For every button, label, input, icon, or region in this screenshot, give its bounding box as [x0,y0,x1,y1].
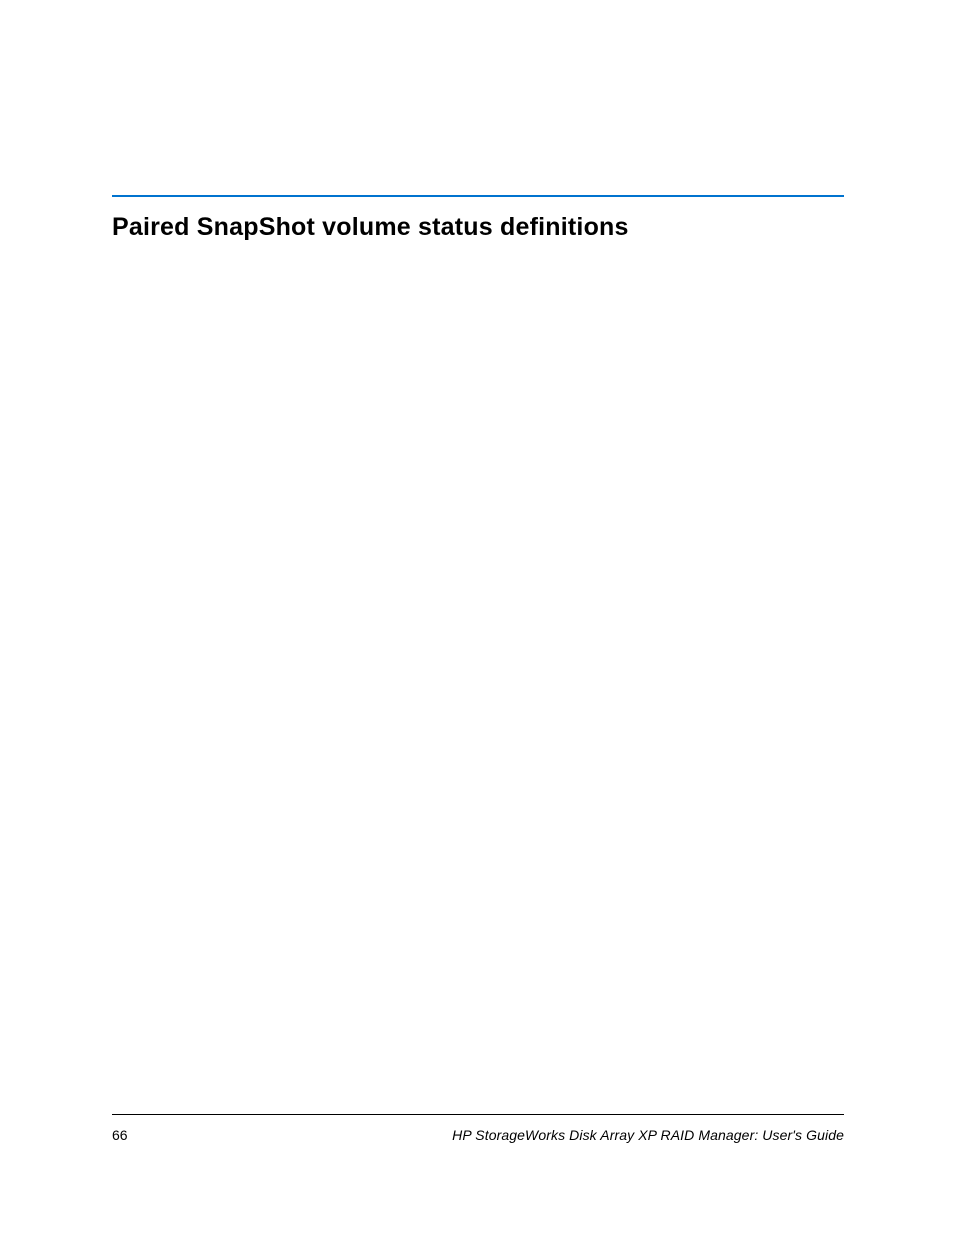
section-rule-top [112,195,844,197]
page-footer: 66 HP StorageWorks Disk Array XP RAID Ma… [112,1127,844,1143]
page-number: 66 [112,1127,128,1143]
page-container: Paired SnapShot volume status definition… [0,0,954,1235]
footer-rule [112,1114,844,1115]
section-heading: Paired SnapShot volume status definition… [112,213,844,242]
footer-title: HP StorageWorks Disk Array XP RAID Manag… [452,1127,844,1143]
